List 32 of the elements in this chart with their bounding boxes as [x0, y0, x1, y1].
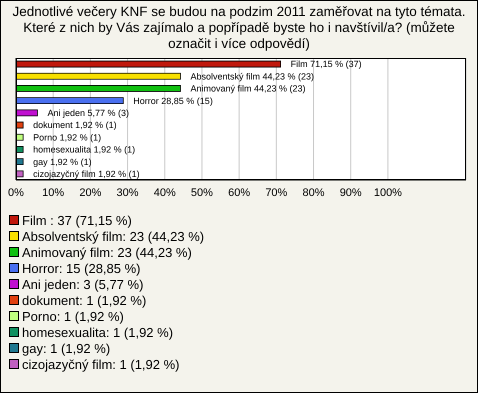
- data-label: Porno 1,92 % (1): [33, 132, 102, 142]
- x-tick-label: 100%: [374, 186, 402, 199]
- text: Ani jeden: 3 (5,77 %): [22, 276, 144, 292]
- data-label: homesexualita 1,92 % (1): [33, 144, 136, 155]
- x-tick-label: 30%: [116, 186, 139, 199]
- x-tick-label: 0%: [8, 186, 24, 199]
- x-tick-label: 60%: [228, 186, 250, 199]
- x-tick-label: 80%: [302, 186, 325, 199]
- text: gay: 1 (1,92 %): [22, 340, 110, 356]
- text: Porno: 1 (1,92 %): [22, 308, 124, 324]
- text: Horror: 15 (28,85 %): [22, 260, 140, 276]
- data-label: Absolventský film 44,23 % (23): [190, 71, 314, 82]
- data-label: dokument 1,92 % (1): [33, 120, 117, 130]
- x-tick-label: 70%: [265, 186, 288, 199]
- data-label: Horror 28,85 % (15): [133, 96, 213, 106]
- x-tick-label: 40%: [154, 186, 176, 199]
- text: homesexualita: 1 (1,92 %): [22, 324, 174, 340]
- x-tick-label: 20%: [79, 186, 102, 199]
- chart-title: Jednotlivé večery KNF se budou na podzim 2011 zaměřovat na tyto témata. Které z nich by Vás zajímalo a popřípadě byste ho i navštívil/a? (můžete označit i více odpovědí): [12, 4, 466, 52]
- x-tick-label: 90%: [340, 186, 362, 199]
- text: dokument: 1 (1,92 %): [22, 292, 146, 308]
- text: Film : 37 (71,15 %): [22, 212, 132, 228]
- x-tick-label: 10%: [42, 186, 64, 199]
- data-label: Film 71,15 % (37): [290, 59, 362, 70]
- data-label: Ani jeden 5,77 % (3): [47, 108, 130, 118]
- x-tick-label: 50%: [190, 186, 214, 199]
- data-label: cizojazyčný film 1,92 % (1): [33, 169, 140, 179]
- text: Animovaný film: 23 (44,23 %): [22, 244, 192, 260]
- text: cizojazyčný film: 1 (1,92 %): [22, 356, 180, 372]
- data-label: Animovaný film 44,23 % (23): [190, 84, 306, 94]
- data-label: gay 1,92 % (1): [33, 156, 92, 167]
- text: Absolventský film: 23 (44,23 %): [22, 228, 204, 244]
